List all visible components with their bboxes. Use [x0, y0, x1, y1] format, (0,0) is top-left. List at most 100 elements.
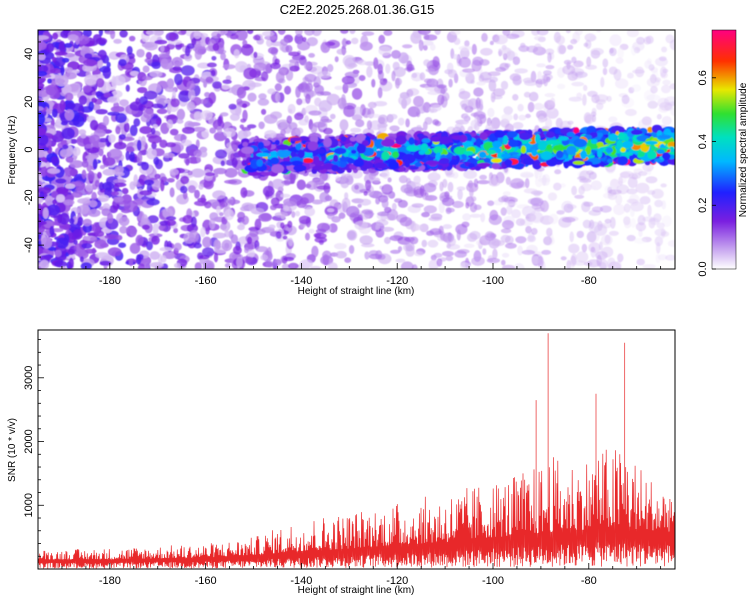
spectrogram-cell	[398, 95, 412, 106]
spectrogram-cell	[114, 182, 127, 188]
spectrogram-cell	[95, 230, 105, 237]
spectrogram-cell	[129, 70, 140, 77]
spectrogram-cell	[160, 58, 169, 68]
spectrogram-cell	[312, 121, 326, 128]
spectrogram-cell	[502, 219, 514, 230]
spectrogram-cell	[261, 108, 267, 115]
spectrogram-cell	[395, 258, 406, 263]
spectrogram-cell	[142, 65, 150, 73]
spectrogram-cell	[445, 255, 454, 261]
spectrogram-cell	[514, 68, 528, 74]
spectrogram-cell	[380, 226, 395, 232]
spectrogram-cell	[279, 161, 293, 166]
spectrogram-cell	[148, 135, 162, 144]
spectrogram-cell	[144, 179, 155, 186]
spectrogram-cell	[268, 224, 276, 230]
spectrogram-cell	[113, 141, 127, 150]
spectrogram-cell	[354, 106, 363, 116]
spectrogram-cell	[389, 113, 398, 120]
spectrogram-cell	[336, 48, 347, 55]
spectrogram-cell	[570, 38, 578, 45]
spectrogram-x-axis-label: Height of straight line (km)	[298, 286, 415, 297]
spectrogram-cell	[604, 218, 612, 224]
spectrogram-cell	[437, 165, 443, 170]
spectrogram-cell	[57, 142, 64, 149]
spectrogram-cell	[511, 209, 521, 219]
spectrogram-cell	[464, 40, 470, 47]
spectrogram-cell	[432, 56, 440, 68]
spectrogram-cell	[51, 56, 57, 63]
spectrogram-cell	[373, 57, 379, 70]
spectrogram-cell	[327, 64, 334, 73]
spectrogram-cell	[417, 30, 431, 35]
spectrogram-cell	[173, 227, 179, 234]
spectrogram-cell	[151, 61, 161, 69]
spectrogram-cell	[613, 204, 626, 216]
spectrogram-cell	[566, 61, 571, 70]
spectrogram-cell	[576, 92, 583, 99]
spectrogram-cell	[307, 141, 319, 151]
spectrogram-cell	[398, 175, 408, 184]
spectrogram-cell	[63, 199, 75, 206]
spectrogram-cell	[205, 172, 215, 177]
spectrogram-cell	[97, 194, 110, 202]
spectrogram-cell	[405, 242, 415, 252]
spectrogram-cell	[97, 171, 102, 179]
spectrogram-cell	[513, 263, 525, 269]
spectrogram-cell	[545, 131, 555, 139]
spectrogram-cell	[227, 199, 241, 205]
spectrogram-cell	[135, 234, 144, 246]
spectrogram-cell	[311, 178, 325, 184]
spectrogram-cell	[128, 259, 134, 267]
spectrogram-cell	[588, 242, 601, 254]
spectrogram-cell	[630, 218, 637, 228]
spectrogram-cell	[212, 190, 226, 200]
spectrogram-cell	[191, 216, 197, 228]
spectrogram-cell	[104, 234, 119, 240]
spectrogram-cell	[170, 98, 180, 108]
spectrogram-cell	[617, 132, 626, 141]
spectrogram-cell	[548, 213, 559, 225]
spectrogram-cell	[129, 151, 135, 163]
spectrogram-cell	[102, 67, 112, 79]
spectrogram-cell	[241, 202, 254, 210]
spectrogram-cell	[421, 138, 431, 144]
spectrogram-cell	[108, 134, 116, 143]
spectrogram-cell	[126, 46, 133, 55]
spectrogram-cell	[647, 100, 658, 109]
spectrogram-cell	[414, 251, 424, 257]
spectrogram-cell	[199, 257, 210, 265]
spectrogram-cell	[494, 130, 506, 138]
spectrogram-cell	[599, 259, 609, 269]
spectrogram-cell	[222, 64, 236, 70]
spectrogram-cell	[240, 187, 248, 199]
spectrogram-cell	[495, 67, 507, 72]
spectrogram-cell	[274, 58, 280, 65]
spectrogram-cell	[342, 37, 347, 48]
spectrogram-cell	[39, 255, 52, 262]
spectrogram-cell	[515, 236, 527, 244]
spectrogram-cell	[446, 243, 452, 249]
spectrogram-cell	[345, 40, 352, 45]
spectrogram-cell	[571, 185, 577, 196]
spectrogram-cell	[438, 136, 452, 145]
spectrogram-cell	[144, 262, 150, 269]
spectrogram-cell	[322, 250, 332, 260]
spectrogram-cell	[569, 231, 574, 243]
spectrogram-cell	[500, 80, 509, 90]
spectrogram-cell	[373, 177, 381, 183]
spectrogram-cell	[182, 214, 194, 224]
spectrogram-cell	[536, 63, 546, 68]
spectrogram-cell	[216, 126, 223, 134]
spectrogram-cell	[609, 216, 616, 229]
spectrogram-cell	[655, 242, 661, 254]
spectrogram-cell	[98, 138, 109, 143]
spectrogram-cell	[471, 43, 477, 55]
spectrogram-cell	[151, 141, 157, 150]
spectrogram-cell	[298, 83, 304, 90]
spectrogram-cell	[642, 163, 654, 172]
spectrogram-cell	[413, 224, 423, 231]
spectrogram-cell	[273, 259, 282, 266]
spectrogram-cell	[42, 147, 50, 152]
